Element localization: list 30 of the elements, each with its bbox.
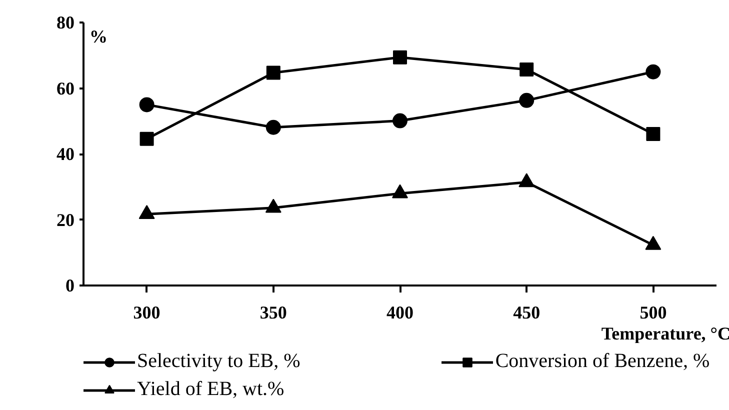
point — [140, 132, 154, 146]
x-tick-label: 350 — [260, 302, 287, 322]
legend-label: Conversion of Benzene, % — [495, 350, 710, 373]
x-axis-title: Temperature, °C — [601, 324, 729, 344]
y-tick-label: 60 — [56, 78, 74, 98]
point — [138, 205, 155, 219]
point — [520, 62, 534, 77]
x-tick-label: 400 — [386, 302, 414, 322]
point — [519, 92, 534, 108]
y-tick-label: 40 — [56, 144, 74, 164]
x-tick-label: 300 — [133, 302, 160, 322]
point — [265, 198, 282, 213]
point — [518, 173, 535, 188]
legend-label: Selectivity to EB, % — [137, 350, 300, 373]
point — [266, 120, 281, 135]
point — [393, 50, 407, 64]
y-tick-label: 80 — [56, 12, 74, 32]
point — [645, 236, 662, 250]
y-tick-label: 0 — [66, 276, 74, 296]
point — [392, 184, 408, 198]
x-tick-label: 500 — [640, 302, 667, 322]
y-tick-label: 20 — [56, 210, 74, 230]
y-axis-title: % — [90, 26, 108, 46]
x-tick-label: 450 — [513, 302, 540, 322]
legend-label: Yield of EB, wt.% — [137, 378, 284, 401]
point — [646, 64, 661, 80]
point — [266, 66, 280, 80]
point — [392, 113, 408, 128]
point — [646, 126, 660, 141]
point — [139, 97, 154, 112]
